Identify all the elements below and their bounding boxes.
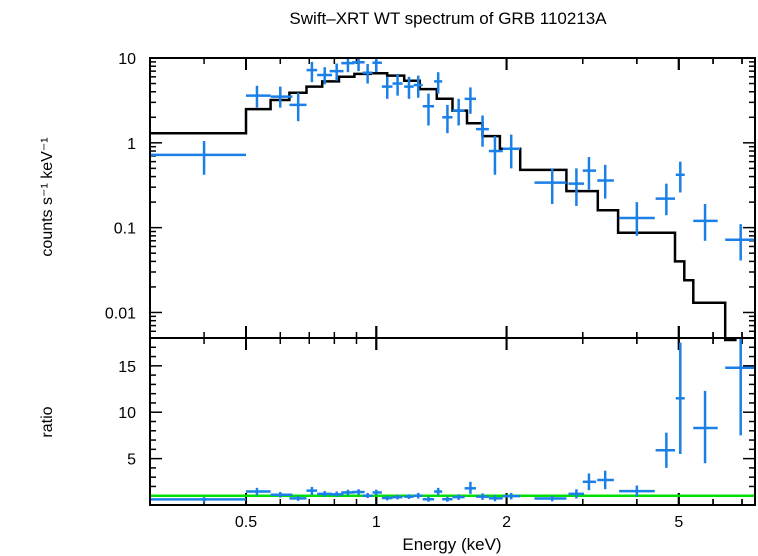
y-tick-label: 15	[118, 359, 136, 376]
model-step-curve	[150, 72, 737, 342]
top-panel-plot: 10 1 0.1 0.01	[105, 51, 756, 342]
chart-title: Swift–XRT WT spectrum of GRB 110213A	[289, 9, 607, 28]
x-tick-label: 5	[674, 514, 683, 531]
x-axis-label: Energy (keV)	[402, 535, 501, 554]
y-tick-label: 10	[118, 405, 136, 422]
y-tick-label: 10	[118, 51, 136, 68]
top-y-axis-label: counts s⁻¹ keV⁻¹	[39, 137, 56, 256]
y-tick-label: 0.01	[105, 305, 136, 322]
y-tick-label: 0.1	[114, 221, 136, 238]
x-tick-label: 0.5	[235, 514, 257, 531]
x-tick-label: 1	[372, 514, 381, 531]
bottom-y-axis-label: ratio	[39, 406, 56, 437]
y-tick-label: 5	[127, 452, 136, 469]
y-tick-label: 1	[127, 136, 136, 153]
x-tick-label: 2	[502, 514, 511, 531]
bottom-panel-frame	[149, 337, 756, 506]
ratio-panel-plot: 5 10 15 0.5 1 2 5	[118, 337, 756, 531]
